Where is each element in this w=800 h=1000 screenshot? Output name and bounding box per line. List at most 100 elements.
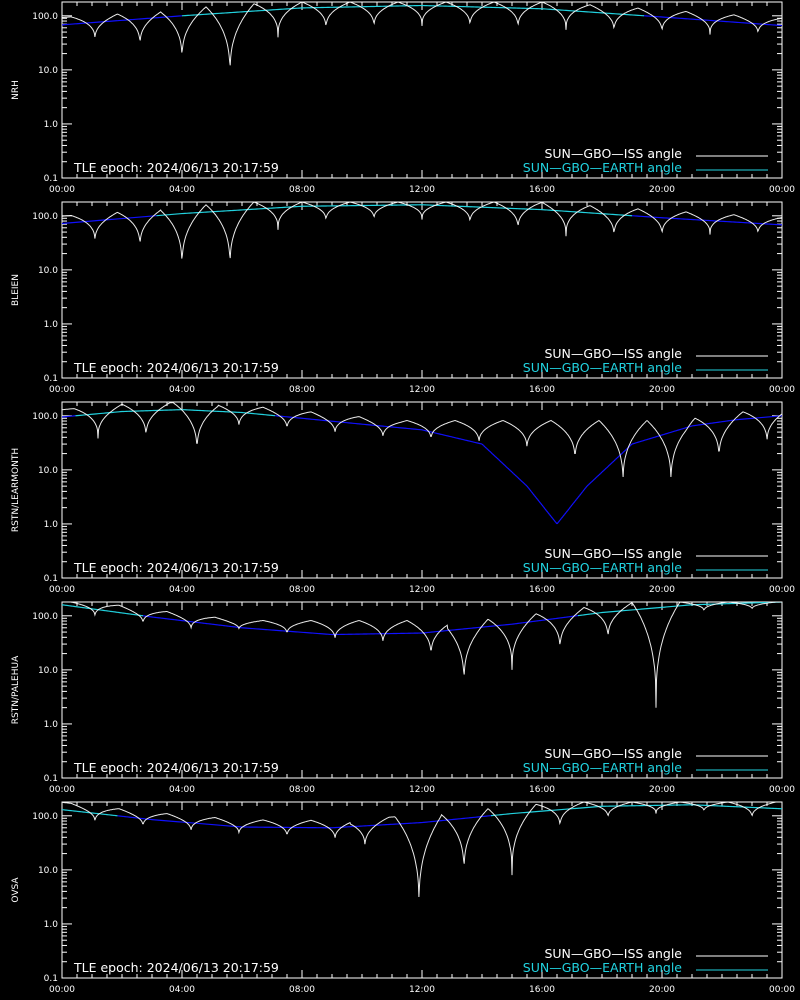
earth-angle-segment bbox=[535, 497, 538, 500]
panel-2: 100.010.01.00.100:00 04:00 08:00 12:00 16:00… bbox=[11, 201, 795, 395]
earth-angle-segment bbox=[498, 459, 501, 462]
earth-angle-segment bbox=[534, 495, 537, 498]
earth-angle-segment bbox=[553, 519, 556, 523]
x-tick-label: 00:00 bbox=[769, 185, 795, 195]
earth-angle-segment bbox=[568, 506, 571, 510]
x-tick-label: 20:00 bbox=[649, 985, 675, 995]
y-axis-label: RSTN/PALEHUA bbox=[11, 655, 21, 724]
earth-angle-segment bbox=[526, 485, 529, 489]
earth-angle-segment bbox=[541, 504, 544, 508]
earth-angle-segment bbox=[558, 519, 561, 523]
earth-angle-segment bbox=[493, 454, 496, 458]
earth-angle-segment bbox=[618, 454, 621, 458]
x-tick-label: 12:00 bbox=[409, 585, 435, 595]
x-tick-label: 00:00 bbox=[49, 385, 75, 395]
earth-angle-segment bbox=[613, 459, 616, 462]
x-tick-label: 04:00 bbox=[169, 385, 195, 395]
x-tick-label: 12:00 bbox=[409, 785, 435, 795]
earth-angle-segment bbox=[597, 474, 600, 477]
earth-angle-segment bbox=[483, 445, 486, 448]
earth-angle-segment bbox=[496, 457, 499, 460]
earth-angle-segment bbox=[621, 452, 624, 455]
earth-angle-segment bbox=[600, 471, 603, 474]
earth-angle-segment bbox=[576, 497, 579, 500]
x-tick-label: 20:00 bbox=[649, 785, 675, 795]
y-tick-label: 1.0 bbox=[44, 520, 59, 530]
x-tick-label: 12:00 bbox=[409, 985, 435, 995]
earth-angle-segment bbox=[579, 493, 582, 496]
earth-angle-segment bbox=[490, 452, 493, 455]
y-tick-label: 0.1 bbox=[44, 574, 58, 584]
earth-angle-segment bbox=[580, 491, 583, 495]
legend-iss-label: SUN—GBO—ISS angle bbox=[544, 346, 682, 361]
y-tick-label: 1.0 bbox=[44, 720, 59, 730]
earth-angle-segment bbox=[561, 516, 564, 519]
y-axis-label: NRH bbox=[11, 80, 21, 100]
legend-earth-label: SUN—GBO—EARTH angle bbox=[523, 360, 683, 375]
x-tick-label: 08:00 bbox=[289, 985, 315, 995]
earth-angle-segment bbox=[616, 456, 619, 459]
earth-angle-segment bbox=[484, 446, 487, 449]
y-tick-label: 0.1 bbox=[44, 774, 58, 784]
earth-angle-segment bbox=[499, 460, 502, 463]
earth-angle-segment bbox=[607, 464, 610, 467]
earth-angle-segment bbox=[630, 443, 633, 446]
earth-angle-segment bbox=[625, 447, 628, 451]
x-tick-label: 16:00 bbox=[529, 385, 555, 395]
earth-angle-segment bbox=[547, 512, 550, 515]
earth-angle-segment bbox=[606, 466, 609, 469]
earth-angle-segment bbox=[571, 502, 574, 506]
y-tick-label: 100.0 bbox=[32, 612, 58, 622]
legend-earth-label: SUN—GBO—EARTH angle bbox=[523, 560, 683, 575]
y-tick-label: 100.0 bbox=[32, 412, 58, 422]
earth-angle-segment bbox=[505, 466, 508, 469]
x-tick-label: 20:00 bbox=[649, 185, 675, 195]
earth-angle-segment bbox=[529, 489, 532, 493]
earth-angle-segment bbox=[481, 443, 484, 446]
earth-angle-segment bbox=[514, 474, 517, 477]
earth-angle-segment bbox=[589, 481, 592, 484]
earth-angle-segment bbox=[552, 517, 555, 521]
legend-iss-label: SUN—GBO—ISS angle bbox=[544, 546, 682, 561]
y-tick-label: 100.0 bbox=[32, 12, 58, 22]
iss-angle-line bbox=[62, 602, 782, 708]
x-tick-label: 08:00 bbox=[289, 585, 315, 595]
earth-angle-segment bbox=[577, 495, 580, 498]
y-tick-label: 100.0 bbox=[32, 812, 58, 822]
x-tick-label: 12:00 bbox=[409, 385, 435, 395]
earth-angle-segment bbox=[519, 478, 522, 481]
earth-angle-segment bbox=[567, 508, 570, 512]
x-tick-label: 16:00 bbox=[529, 185, 555, 195]
earth-angle-segment bbox=[511, 471, 514, 474]
x-tick-label: 16:00 bbox=[529, 985, 555, 995]
earth-angle-segment bbox=[502, 463, 505, 466]
earth-angle-segment bbox=[588, 482, 591, 486]
earth-angle-segment bbox=[517, 477, 520, 480]
earth-angle-segment bbox=[610, 461, 613, 465]
earth-angle-segment bbox=[586, 484, 589, 487]
earth-angle-segment bbox=[583, 487, 586, 491]
earth-angle-segment bbox=[489, 450, 492, 453]
earth-angle-segment bbox=[516, 475, 519, 479]
legend-earth-label: SUN—GBO—EARTH angle bbox=[523, 160, 683, 175]
y-tick-label: 1.0 bbox=[44, 920, 59, 930]
earth-angle-segment bbox=[565, 510, 568, 513]
tle-epoch-label: TLE epoch: 2024/06/13 20:17:59 bbox=[73, 160, 279, 175]
earth-angle-segment bbox=[592, 478, 595, 481]
legend-iss-label: SUN—GBO—ISS angle bbox=[544, 746, 682, 761]
earth-angle-segment bbox=[612, 460, 615, 463]
earth-angle-segment bbox=[501, 461, 504, 465]
tle-epoch-label: TLE epoch: 2024/06/13 20:17:59 bbox=[73, 360, 279, 375]
panel-5: 100.010.01.00.100:00 04:00 08:00 12:00 16:00… bbox=[11, 801, 795, 995]
y-axis-label: BLEIEN bbox=[11, 274, 21, 306]
earth-angle-segment bbox=[508, 468, 511, 472]
y-tick-label: 1.0 bbox=[44, 320, 59, 330]
y-tick-label: 10.0 bbox=[38, 666, 58, 676]
y-tick-label: 10.0 bbox=[38, 266, 58, 276]
earth-angle-segment bbox=[570, 504, 573, 508]
earth-angle-segment bbox=[510, 470, 513, 473]
y-tick-label: 10.0 bbox=[38, 466, 58, 476]
x-tick-label: 16:00 bbox=[529, 585, 555, 595]
x-tick-label: 00:00 bbox=[49, 785, 75, 795]
